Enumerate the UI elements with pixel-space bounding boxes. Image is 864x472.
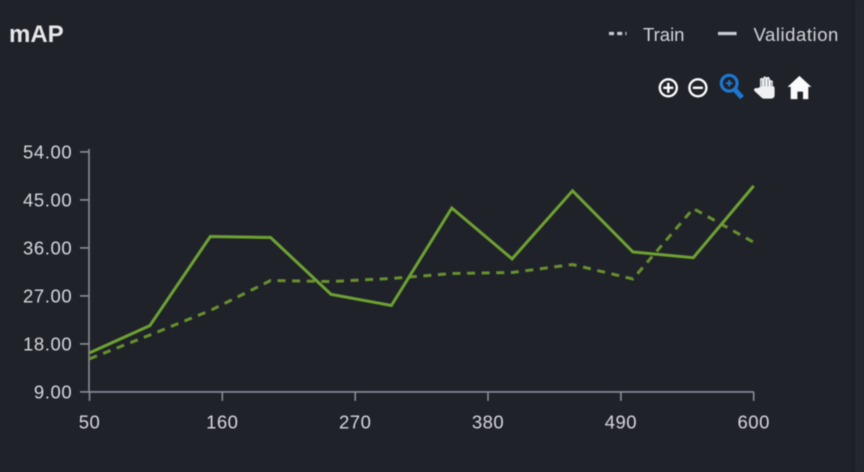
svg-text:54.00: 54.00 [23,141,72,162]
svg-text:50: 50 [79,412,101,433]
svg-text:160: 160 [206,412,238,433]
svg-text:600: 600 [738,412,770,433]
svg-text:380: 380 [472,412,504,433]
svg-text:36.00: 36.00 [23,237,72,258]
svg-text:45.00: 45.00 [23,189,72,210]
svg-text:mAP: mAP [9,21,64,48]
svg-text:18.00: 18.00 [23,333,72,354]
svg-text:27.00: 27.00 [23,285,72,306]
svg-text:9.00: 9.00 [34,381,72,402]
svg-text:Train: Train [643,24,684,45]
svg-text:270: 270 [339,412,371,433]
svg-text:490: 490 [605,412,637,433]
svg-text:Validation: Validation [754,24,839,45]
